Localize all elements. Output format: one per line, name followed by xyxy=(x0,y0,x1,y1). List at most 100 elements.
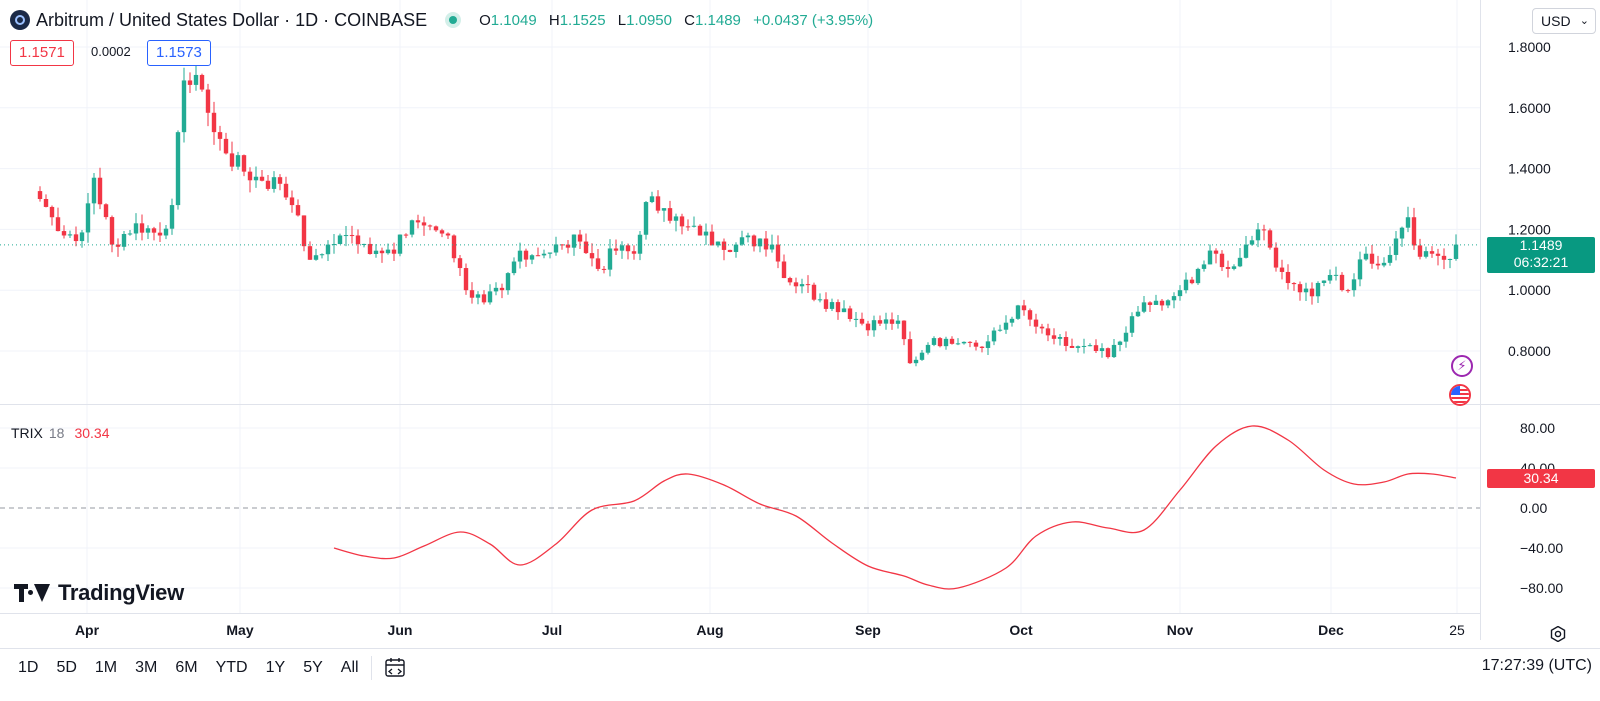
candle-body xyxy=(55,217,61,232)
timeframe-5y[interactable]: 5Y xyxy=(303,659,323,676)
timeframe-1y[interactable]: 1Y xyxy=(265,659,286,676)
candle-body xyxy=(1051,335,1057,339)
candle-body xyxy=(1177,290,1183,297)
candle-body xyxy=(145,228,151,233)
trix-axis-tick: −80.00 xyxy=(1520,580,1563,596)
low-value: 1.0950 xyxy=(626,11,672,29)
tradingview-logo[interactable]: TradingView xyxy=(14,580,184,606)
timeframe-6m[interactable]: 6M xyxy=(175,659,198,676)
trix-axis-tick: −40.00 xyxy=(1520,540,1563,556)
candle-body xyxy=(883,319,889,324)
price-axis-tick: 1.4000 xyxy=(1508,161,1551,177)
candle-body xyxy=(457,258,463,269)
candle-body xyxy=(577,234,583,242)
candle-body xyxy=(1231,266,1237,269)
candle-body xyxy=(1417,245,1423,257)
candle-body xyxy=(757,238,763,247)
trix-param: 18 xyxy=(48,425,65,441)
settings-gear-icon[interactable] xyxy=(1550,626,1566,642)
candle-body xyxy=(1063,337,1069,346)
candle-body xyxy=(289,197,295,206)
candle-body xyxy=(229,153,235,167)
candle-body xyxy=(919,352,925,360)
symbol-header: Arbitrum / United States Dollar · 1D · C… xyxy=(10,8,873,32)
candle-body xyxy=(1081,345,1087,347)
candle-body xyxy=(643,202,649,235)
candle-body xyxy=(67,234,73,236)
timeframe-all[interactable]: All xyxy=(340,659,359,676)
candle-body xyxy=(979,346,985,348)
candle-body xyxy=(187,80,193,85)
brand-name: TradingView xyxy=(58,580,184,605)
candle-body xyxy=(727,249,733,252)
time-axis-tick: May xyxy=(226,622,253,638)
close-value: 1.1489 xyxy=(695,11,741,29)
candle-body xyxy=(721,241,727,250)
candle-body xyxy=(745,235,751,238)
candle-body xyxy=(955,343,961,345)
candle-body xyxy=(877,320,883,324)
candle-body xyxy=(559,244,565,246)
us-flag-event-icon[interactable] xyxy=(1449,384,1471,406)
utc-clock[interactable]: 17:27:39 (UTC) xyxy=(1481,657,1592,674)
candle-body xyxy=(1423,251,1429,257)
candle-body xyxy=(571,234,577,248)
candle-body xyxy=(1123,332,1129,342)
sell-price-button[interactable]: 1.1571 xyxy=(10,40,74,66)
timeframe-3m[interactable]: 3M xyxy=(135,659,158,676)
candle-body xyxy=(331,244,337,246)
candle-body xyxy=(553,244,559,253)
candle-body xyxy=(355,235,361,245)
calendar-range-icon[interactable] xyxy=(384,657,408,679)
candle-body xyxy=(985,341,991,348)
candle-body xyxy=(193,74,199,85)
timeframe-1m[interactable]: 1M xyxy=(94,659,118,676)
candle-body xyxy=(1315,282,1321,297)
candle-body xyxy=(493,287,499,292)
currency-selector[interactable]: USD ⌄ xyxy=(1532,8,1596,34)
candle-body xyxy=(805,284,811,286)
candle-body xyxy=(1003,322,1009,330)
candle-body xyxy=(1099,348,1105,351)
candle-body xyxy=(511,261,517,274)
open-label: O xyxy=(479,11,491,29)
tradingview-logo-icon xyxy=(14,584,50,602)
trix-axis-tick: 0.00 xyxy=(1520,500,1547,516)
low-label: L xyxy=(617,11,627,29)
timeframe-5d[interactable]: 5D xyxy=(56,659,77,676)
chevron-down-icon: ⌄ xyxy=(1579,15,1589,27)
candle-body xyxy=(1069,345,1075,348)
timeframe-1d[interactable]: 1D xyxy=(18,659,39,676)
candle-body xyxy=(1225,267,1231,269)
candle-body xyxy=(373,250,379,254)
candle-body xyxy=(1153,300,1159,305)
candle-body xyxy=(1039,326,1045,329)
candle-body xyxy=(895,320,901,324)
time-axis-tick: Jul xyxy=(542,622,562,638)
candle-body xyxy=(949,338,955,344)
candle-body xyxy=(595,258,601,269)
candle-body xyxy=(865,323,871,331)
candle-body xyxy=(907,339,913,364)
timeframe-ytd[interactable]: YTD xyxy=(215,659,248,676)
candle-body xyxy=(1321,280,1327,283)
candle-body xyxy=(565,244,571,248)
candle-body xyxy=(79,232,85,242)
candle-body xyxy=(1129,316,1135,333)
trix-legend[interactable]: TRIX 18 30.34 xyxy=(11,425,110,441)
symbol-title[interactable]: Arbitrum / United States Dollar · 1D · C… xyxy=(36,9,428,30)
buy-price-button[interactable]: 1.1573 xyxy=(147,40,211,66)
high-label: H xyxy=(548,11,560,29)
candle-body xyxy=(1369,253,1375,264)
candle-body xyxy=(1141,302,1147,312)
candle-body xyxy=(61,231,67,236)
lightning-event-icon[interactable]: ⚡ xyxy=(1451,355,1473,377)
candle-body xyxy=(631,251,637,254)
candle-body xyxy=(1273,247,1279,268)
price-axis-tick: 1.2000 xyxy=(1508,221,1551,237)
candle-body xyxy=(103,204,109,218)
candle-body xyxy=(661,208,667,211)
candle-body xyxy=(889,319,895,324)
candle-body xyxy=(583,241,589,254)
